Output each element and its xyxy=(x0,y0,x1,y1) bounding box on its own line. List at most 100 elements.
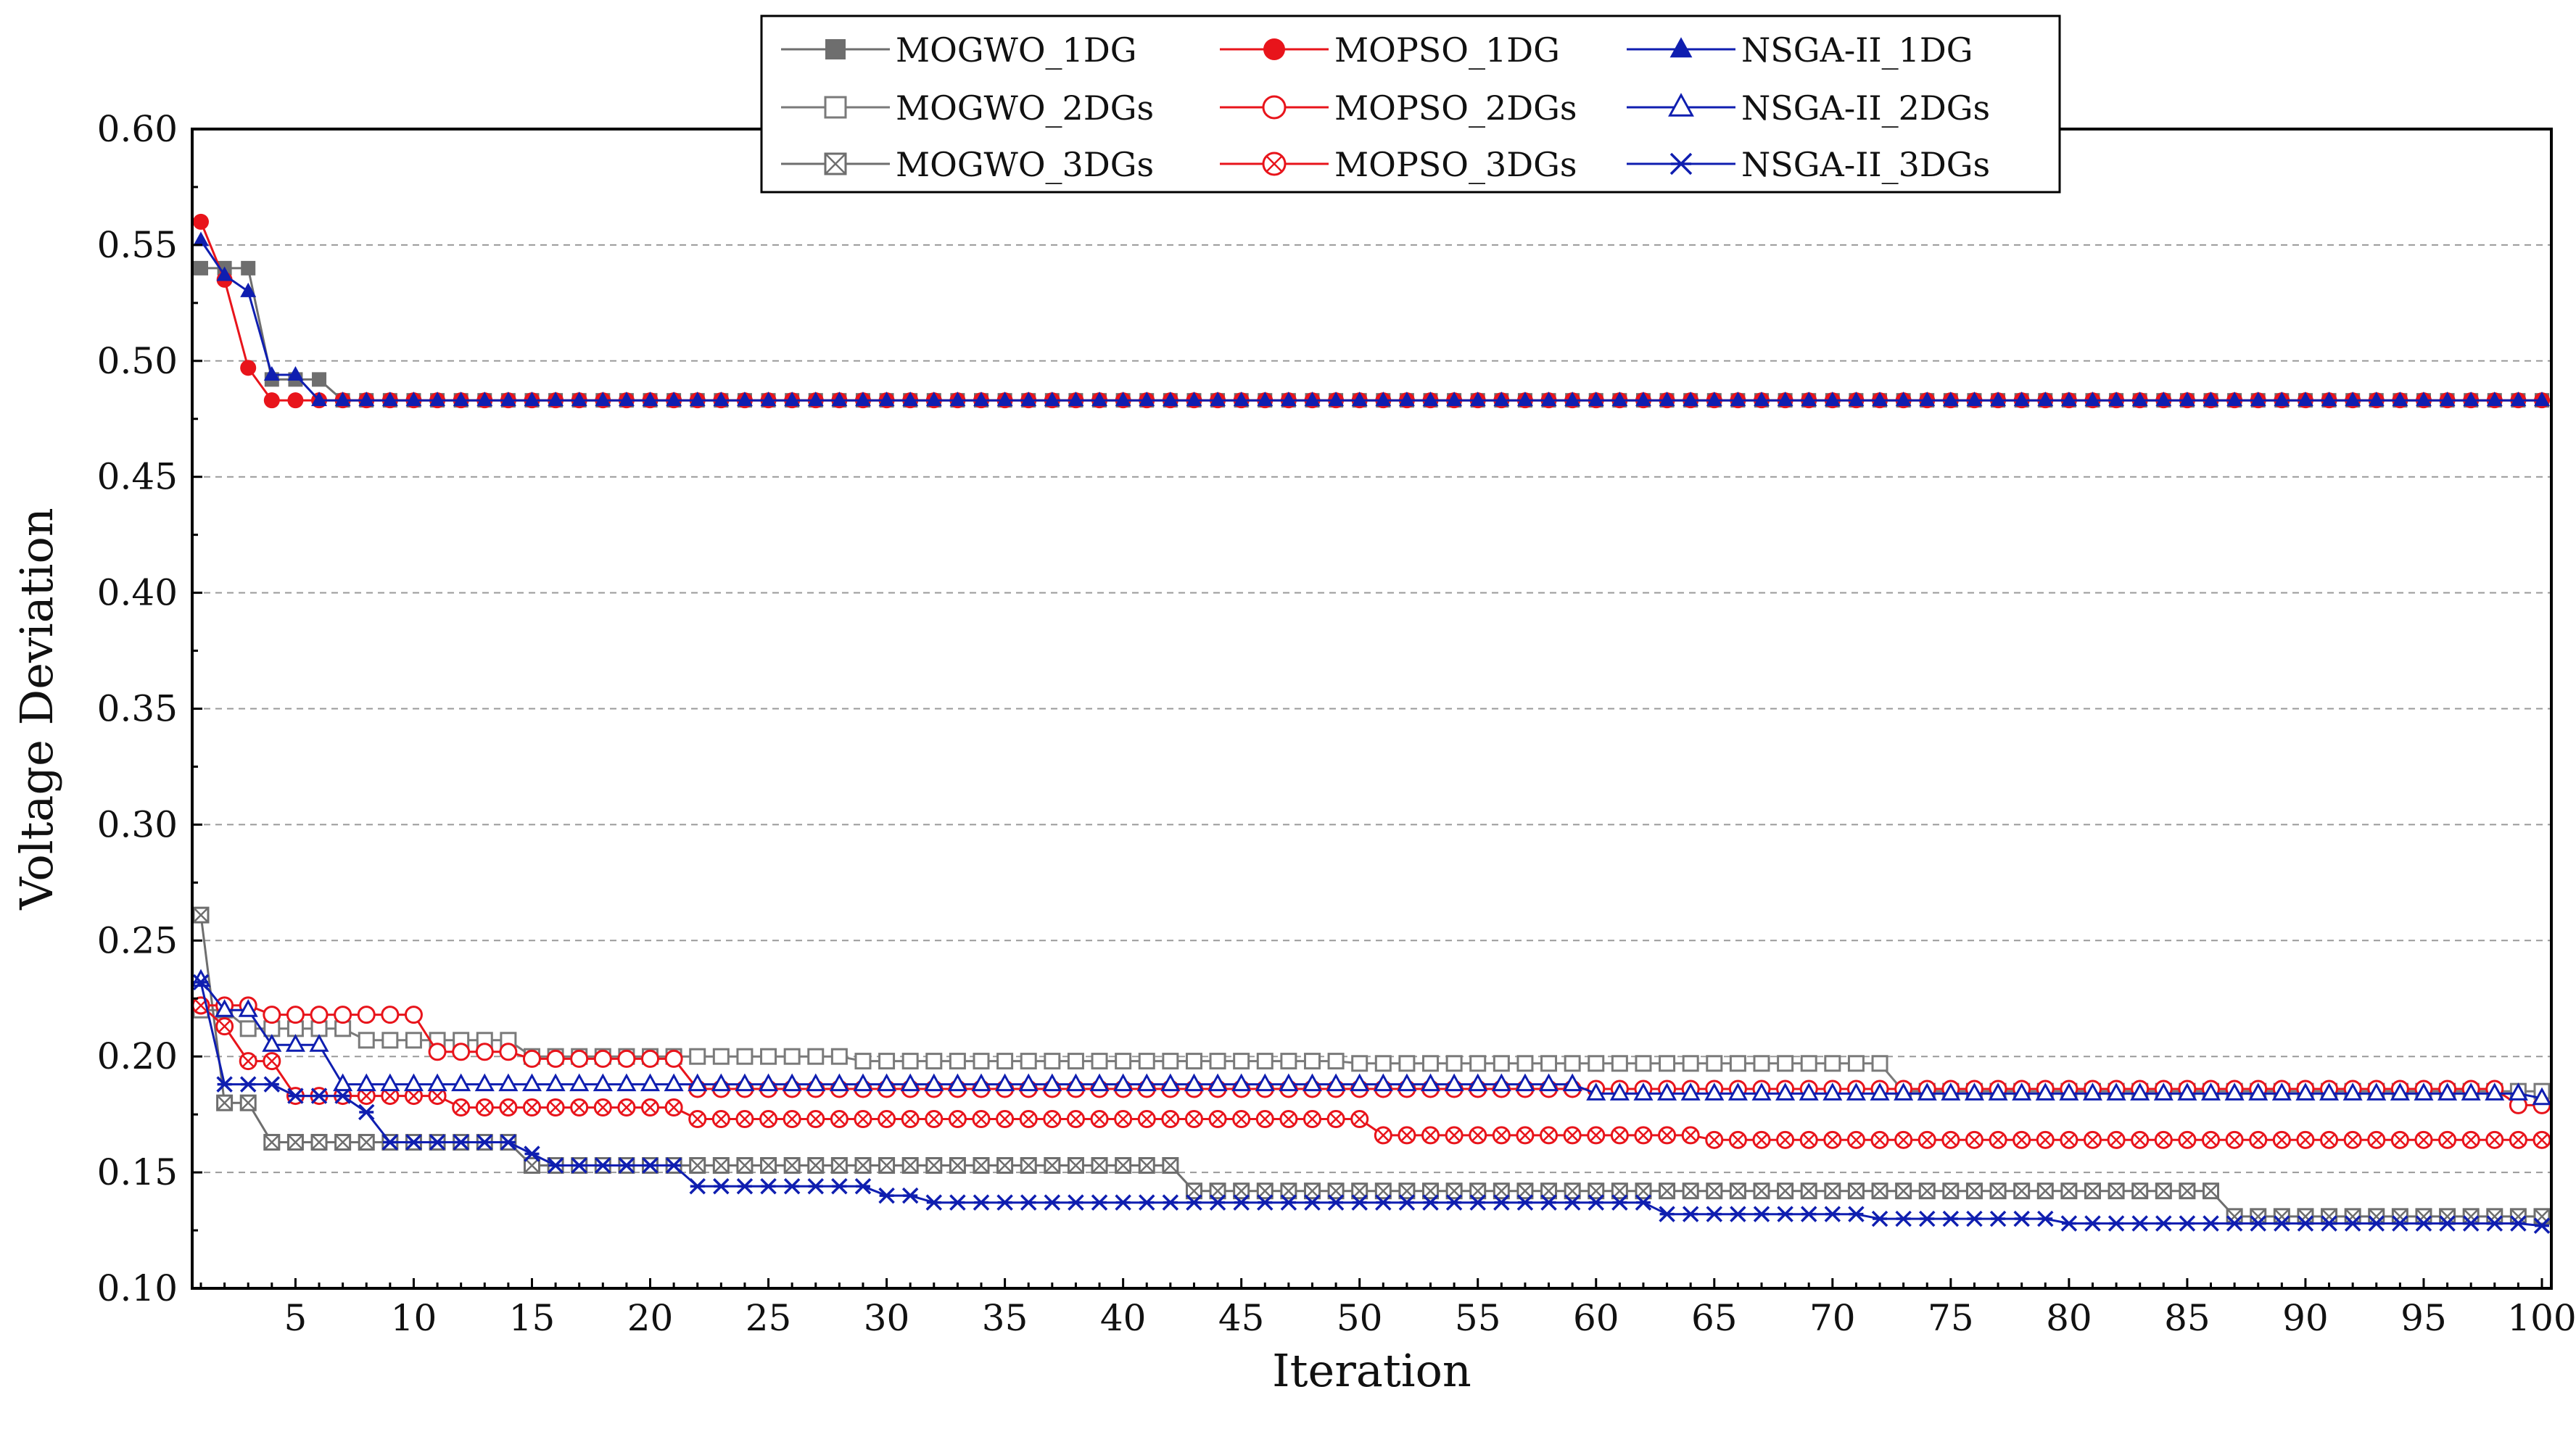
data-point xyxy=(1091,392,1108,407)
data-point xyxy=(1492,1126,1511,1145)
data-point xyxy=(216,1076,233,1093)
data-point xyxy=(1468,1073,1488,1092)
data-point xyxy=(1019,1110,1038,1129)
data-point xyxy=(760,392,777,407)
data-point xyxy=(1067,1053,1084,1070)
data-point xyxy=(666,392,682,407)
data-point xyxy=(263,365,280,381)
data-point xyxy=(1540,1194,1557,1211)
data-point xyxy=(593,1098,612,1117)
data-point xyxy=(2084,1215,2101,1232)
data-point xyxy=(1941,1082,1961,1101)
data-point xyxy=(405,1134,422,1151)
x-tick-label: 60 xyxy=(1573,1297,1619,1339)
data-point xyxy=(1894,1082,1914,1101)
data-point xyxy=(241,260,256,276)
data-point xyxy=(1422,1055,1440,1072)
data-point xyxy=(1469,1126,1487,1145)
y-tick-label: 0.10 xyxy=(97,1267,178,1309)
data-point xyxy=(1728,1130,1747,1149)
data-point xyxy=(2485,1130,2504,1149)
data-point xyxy=(1398,1194,1416,1211)
data-point xyxy=(736,1048,754,1065)
data-point xyxy=(1847,1055,1865,1072)
data-point xyxy=(713,392,730,407)
data-point xyxy=(854,1110,872,1129)
data-point xyxy=(405,392,422,407)
x-axis-title: Iteration xyxy=(1272,1344,1471,1397)
data-point xyxy=(783,1157,801,1174)
data-point xyxy=(688,1110,707,1129)
data-point xyxy=(2131,1215,2148,1232)
data-point xyxy=(1609,1082,1630,1101)
data-point xyxy=(2510,1215,2527,1232)
data-point xyxy=(2344,1215,2361,1232)
data-point xyxy=(1263,38,1285,60)
series-line-mopso-2dgs xyxy=(201,1004,2542,1106)
data-point xyxy=(1089,1073,1110,1092)
data-point xyxy=(1659,1206,1675,1222)
data-point xyxy=(239,1052,257,1071)
data-point xyxy=(2297,392,2313,407)
data-point xyxy=(1635,1055,1652,1072)
data-point xyxy=(2250,1208,2267,1225)
data-point xyxy=(2390,1082,2410,1101)
data-point xyxy=(238,999,258,1017)
data-point xyxy=(263,1134,281,1151)
data-point xyxy=(1044,1053,1061,1070)
data-point xyxy=(2392,1215,2408,1232)
data-point xyxy=(286,1134,304,1151)
data-point xyxy=(2082,1082,2103,1101)
data-point xyxy=(1469,1055,1487,1072)
data-point xyxy=(1516,1182,1534,1200)
data-point xyxy=(334,392,351,407)
data-point xyxy=(1115,1053,1132,1070)
series-line-mogwo-2dgs xyxy=(201,1008,2542,1093)
data-point xyxy=(1232,1110,1251,1129)
data-point xyxy=(312,372,327,387)
data-point xyxy=(1588,1055,1605,1072)
data-point xyxy=(1516,1055,1534,1072)
data-point xyxy=(547,1157,564,1174)
data-point xyxy=(1727,1082,1748,1101)
data-point xyxy=(971,1073,991,1092)
data-point xyxy=(1730,392,1746,407)
data-point xyxy=(783,1048,801,1065)
data-point xyxy=(1729,1182,1746,1200)
data-point xyxy=(1777,392,1793,407)
data-point xyxy=(1444,1073,1464,1092)
data-point xyxy=(1446,392,1463,407)
data-point xyxy=(1800,1206,1817,1222)
data-point xyxy=(310,1134,328,1151)
data-point xyxy=(2060,1130,2078,1149)
data-point xyxy=(735,1110,754,1129)
data-point xyxy=(1966,392,1983,407)
data-point xyxy=(571,1157,587,1174)
data-point xyxy=(1350,1110,1369,1129)
data-point xyxy=(1445,1055,1463,1072)
data-point xyxy=(2106,1082,2126,1101)
data-point xyxy=(1846,1082,1866,1101)
legend-label: MOPSO_3DGs xyxy=(1334,145,1577,184)
data-point xyxy=(2225,1130,2244,1149)
data-point xyxy=(1777,1206,1793,1222)
data-point xyxy=(2415,1208,2432,1225)
data-point xyxy=(1682,1182,1699,1200)
data-point xyxy=(570,1098,589,1117)
data-point xyxy=(405,1032,422,1049)
data-point xyxy=(1184,1073,1204,1092)
legend-item-mogwo-3dgs: MOGWO_3DGs xyxy=(781,145,1154,184)
data-point xyxy=(1398,1126,1416,1145)
data-point xyxy=(1540,1055,1558,1072)
data-point xyxy=(2486,392,2503,407)
data-point xyxy=(1184,1110,1203,1129)
data-point xyxy=(1091,1194,1108,1211)
data-point xyxy=(475,1043,494,1061)
data-point xyxy=(1822,1082,1843,1101)
series-mopso-2dgs xyxy=(191,996,2551,1114)
data-point xyxy=(2342,1082,2363,1101)
data-point xyxy=(1682,1206,1699,1222)
data-point xyxy=(1262,95,1287,120)
x-tick-label: 75 xyxy=(1928,1297,1974,1339)
data-point xyxy=(310,1006,329,1024)
